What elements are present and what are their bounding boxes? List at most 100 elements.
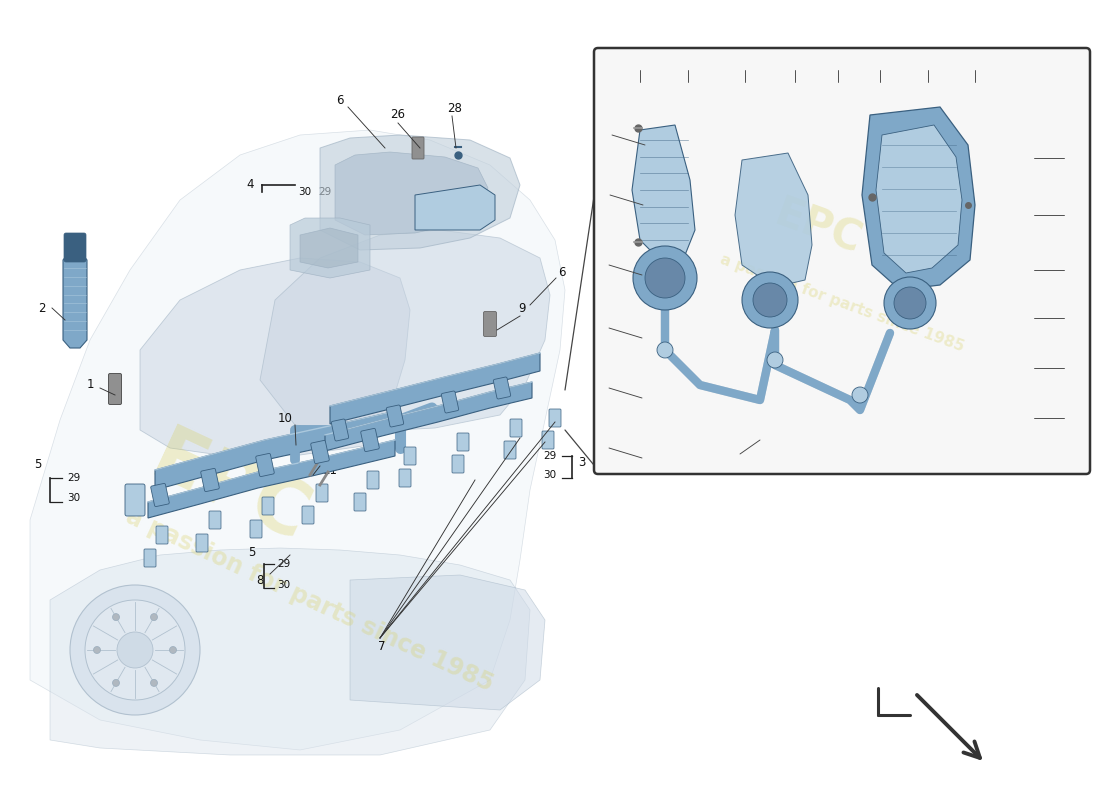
Circle shape: [894, 287, 926, 319]
Text: 19: 19: [592, 442, 607, 454]
Circle shape: [884, 277, 936, 329]
Text: 22: 22: [593, 189, 608, 202]
Circle shape: [645, 258, 685, 298]
FancyBboxPatch shape: [156, 526, 168, 544]
FancyBboxPatch shape: [594, 48, 1090, 474]
Text: 6: 6: [337, 94, 343, 106]
Circle shape: [70, 585, 200, 715]
Circle shape: [169, 646, 176, 654]
Polygon shape: [300, 228, 358, 268]
FancyBboxPatch shape: [549, 409, 561, 427]
Text: 30: 30: [543, 470, 557, 480]
FancyBboxPatch shape: [109, 374, 121, 405]
Text: 18: 18: [592, 322, 607, 334]
Text: 8: 8: [256, 574, 264, 586]
FancyBboxPatch shape: [302, 506, 313, 524]
Text: 5: 5: [249, 546, 255, 558]
Text: 21: 21: [681, 55, 695, 69]
FancyBboxPatch shape: [361, 429, 379, 451]
FancyBboxPatch shape: [386, 405, 404, 427]
Text: 25: 25: [1062, 151, 1076, 165]
Text: 9: 9: [518, 302, 526, 314]
Text: 10: 10: [277, 411, 293, 425]
Polygon shape: [290, 218, 370, 278]
FancyBboxPatch shape: [125, 484, 145, 516]
Circle shape: [657, 342, 673, 358]
Text: 1: 1: [86, 378, 94, 391]
FancyBboxPatch shape: [367, 471, 380, 489]
Text: 7: 7: [378, 641, 386, 654]
Text: 17: 17: [720, 451, 736, 465]
Text: 5: 5: [34, 458, 42, 471]
Text: EPC: EPC: [140, 422, 320, 558]
FancyBboxPatch shape: [151, 483, 169, 506]
Text: 29: 29: [67, 473, 80, 483]
Text: a passion for parts since 1985: a passion for parts since 1985: [718, 251, 966, 354]
FancyBboxPatch shape: [255, 454, 274, 477]
Circle shape: [632, 246, 697, 310]
Text: 23: 23: [921, 55, 935, 69]
FancyBboxPatch shape: [404, 447, 416, 465]
FancyBboxPatch shape: [310, 441, 329, 463]
Circle shape: [754, 283, 786, 317]
FancyBboxPatch shape: [399, 469, 411, 487]
Text: 20: 20: [968, 55, 982, 69]
Polygon shape: [330, 353, 540, 424]
Text: 30: 30: [298, 187, 311, 197]
Text: 15: 15: [1062, 263, 1076, 277]
FancyBboxPatch shape: [64, 233, 86, 262]
Polygon shape: [63, 255, 87, 348]
Text: 14: 14: [1062, 362, 1076, 374]
Text: 29: 29: [277, 559, 290, 569]
Text: 27: 27: [872, 55, 888, 69]
Text: 30: 30: [277, 580, 290, 590]
Text: 11: 11: [322, 463, 338, 477]
Text: EPC: EPC: [768, 193, 867, 262]
Text: 30: 30: [67, 493, 80, 503]
Text: 25: 25: [595, 129, 610, 142]
Text: 22: 22: [1062, 209, 1076, 222]
Text: 12: 12: [1062, 411, 1076, 425]
Circle shape: [852, 387, 868, 403]
Text: 13: 13: [788, 55, 802, 69]
Circle shape: [117, 632, 153, 668]
Polygon shape: [260, 230, 550, 432]
Text: 22: 22: [632, 55, 648, 69]
FancyBboxPatch shape: [504, 441, 516, 459]
FancyBboxPatch shape: [200, 469, 219, 491]
Polygon shape: [140, 258, 410, 455]
FancyBboxPatch shape: [441, 391, 459, 413]
FancyBboxPatch shape: [250, 520, 262, 538]
FancyBboxPatch shape: [331, 419, 349, 441]
Text: 28: 28: [448, 102, 462, 114]
FancyBboxPatch shape: [354, 493, 366, 511]
Text: 14: 14: [592, 382, 607, 394]
Text: 16: 16: [1062, 311, 1076, 325]
Circle shape: [85, 600, 185, 700]
Polygon shape: [876, 125, 962, 273]
Circle shape: [151, 614, 157, 621]
FancyBboxPatch shape: [412, 137, 424, 159]
Text: 15: 15: [738, 55, 752, 69]
Text: 29: 29: [543, 451, 557, 461]
Polygon shape: [632, 125, 695, 260]
FancyBboxPatch shape: [209, 511, 221, 529]
FancyBboxPatch shape: [484, 311, 496, 337]
Circle shape: [151, 679, 157, 686]
Text: a passion for parts since 1985: a passion for parts since 1985: [122, 504, 497, 696]
Text: 7: 7: [241, 446, 249, 458]
Circle shape: [767, 352, 783, 368]
Polygon shape: [155, 410, 400, 490]
Text: 3: 3: [578, 455, 585, 469]
Polygon shape: [324, 382, 532, 451]
FancyBboxPatch shape: [262, 497, 274, 515]
Text: 24: 24: [830, 55, 846, 69]
FancyBboxPatch shape: [196, 534, 208, 552]
FancyBboxPatch shape: [144, 549, 156, 567]
Polygon shape: [320, 135, 520, 250]
FancyBboxPatch shape: [510, 419, 522, 437]
Polygon shape: [862, 107, 975, 290]
Text: 2: 2: [39, 302, 46, 314]
FancyBboxPatch shape: [316, 484, 328, 502]
Polygon shape: [415, 185, 495, 230]
